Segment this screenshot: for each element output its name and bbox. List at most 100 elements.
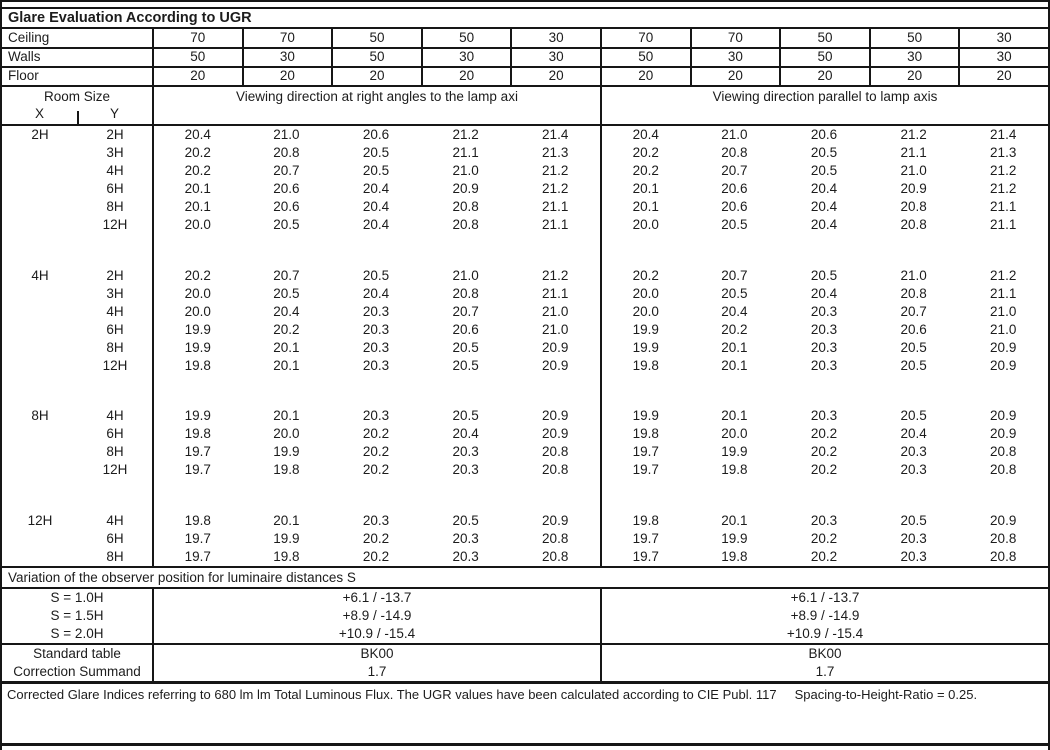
ugr-value-cell: 20.9 (990, 339, 1017, 355)
ugr-value-cell: 20.4 (810, 181, 838, 196)
ugr-value-cell: 20.2 (362, 444, 390, 460)
surface-row: Walls 50 30 50 30 30 50 30 50 30 30 (2, 49, 1048, 68)
ugr-data-row: 4H 2H 20.2 20.7 20.5 21.0 21.2 20.2 20.7 20.5 21.0… (2, 266, 1048, 285)
surface-value-cell: 20 (958, 68, 1048, 85)
ugr-value-cell: 20.8 (990, 549, 1017, 565)
ugr-value-cell: 20.3 (810, 303, 838, 319)
surface-value-cell: 30 (689, 49, 780, 66)
ugr-value-cell: 20.3 (900, 531, 927, 547)
ugr-value-cell: 20.6 (273, 199, 300, 214)
ugr-value-cell: 20.5 (900, 513, 927, 529)
room-y-cell: 6H (106, 531, 124, 547)
surface-value-cell: 70 (599, 29, 690, 47)
summary-row: Correction Summand 1.7 1.7 (2, 663, 1048, 681)
room-x-cell (2, 162, 78, 180)
observer-variation-row: S = 1.0H +6.1 / -13.7 +6.1 / -13.7 (2, 589, 1048, 607)
ugr-value-cell: 20.1 (599, 198, 690, 216)
s-variation-right-value: +10.9 / -15.4 (600, 625, 1048, 643)
surface-value-cell: 30 (958, 49, 1048, 66)
ugr-value-cell: 20.9 (542, 339, 569, 355)
ugr-data-row: 8H 19.9 20.1 20.3 20.5 20.9 19.9 20.1 20.3 20.5 20… (2, 338, 1048, 357)
ugr-value-cell: 21.2 (542, 163, 569, 178)
ugr-value-cell: 19.8 (152, 425, 242, 444)
ugr-value-cell: 20.5 (900, 408, 927, 424)
ugr-value-cell: 20.4 (362, 285, 390, 301)
ugr-data-row: 12H 19.7 19.8 20.2 20.3 20.8 19.7 19.8 20.2 20.3 2… (2, 461, 1048, 480)
ugr-value-cell: 20.3 (362, 303, 390, 319)
ugr-value-cell: 19.7 (152, 548, 242, 567)
ugr-value-cell: 20.9 (990, 426, 1017, 442)
observer-variation-row: S = 2.0H +10.9 / -15.4 +10.9 / -15.4 (2, 625, 1048, 643)
s-variation-left-value: +8.9 / -14.9 (152, 607, 600, 625)
ugr-value-cell: 20.0 (721, 426, 748, 442)
right-group-header: Viewing direction parallel to lamp axis (600, 87, 1048, 124)
surface-value-cell: 30 (420, 49, 511, 66)
summary-right-value: BK00 (600, 645, 1048, 663)
ugr-value-cell: 20.0 (273, 426, 300, 442)
room-size-xy-labels: X Y (2, 106, 152, 124)
gap-cell (2, 479, 152, 512)
ugr-value-cell: 20.8 (990, 531, 1017, 547)
ugr-value-cell: 19.8 (152, 512, 242, 531)
ugr-value-cell: 21.2 (990, 267, 1017, 283)
ugr-data-row: 8H 20.1 20.6 20.4 20.8 21.1 20.1 20.6 20.4 20.8 21… (2, 198, 1048, 216)
ugr-value-cell: 20.2 (152, 266, 242, 285)
ugr-value-cell: 20.6 (452, 321, 479, 337)
room-y-cell: 12H (102, 357, 128, 373)
room-x-cell: 12H (27, 513, 53, 529)
ugr-value-cell: 20.0 (599, 302, 690, 321)
ugr-value-cell: 20.4 (362, 217, 390, 232)
ugr-data-row: 8H 19.7 19.8 20.2 20.3 20.8 19.7 19.8 20.2 20.3 20… (2, 548, 1048, 567)
xy-divider (77, 111, 79, 124)
ugr-value-cell: 20.5 (273, 285, 300, 301)
gap-cell (2, 375, 152, 408)
gap-cell (152, 374, 600, 408)
ugr-value-cell: 21.2 (990, 163, 1017, 178)
summary-section: Standard table BK00 BK00 Correction Summand… (2, 645, 1048, 681)
ugr-value-cell: 21.1 (990, 285, 1017, 301)
surface-value-cell: 50 (420, 29, 511, 47)
room-x-cell (2, 425, 78, 443)
room-x-cell (2, 321, 78, 339)
ugr-value-cell: 21.1 (452, 145, 479, 160)
ugr-value-cell: 20.3 (900, 549, 927, 565)
ugr-value-cell: 20.4 (721, 303, 748, 319)
room-x-cell: 8H (31, 408, 49, 424)
ugr-value-cell: 21.1 (542, 199, 569, 214)
ugr-value-cell: 20.4 (810, 199, 838, 214)
ugr-value-cell: 19.8 (721, 549, 748, 565)
ugr-value-cell: 20.0 (152, 216, 242, 234)
room-x-cell (2, 461, 78, 479)
room-y-cell: 8H (106, 199, 124, 214)
ugr-value-cell: 20.0 (599, 216, 690, 234)
ugr-value-cell: 20.5 (362, 145, 390, 160)
ugr-data-row: 6H 19.8 20.0 20.2 20.4 20.9 19.8 20.0 20.2 20.4 20… (2, 425, 1048, 444)
ugr-value-cell: 20.7 (721, 163, 748, 178)
ugr-value-cell: 21.0 (452, 267, 479, 283)
ugr-value-cell: 20.2 (810, 444, 838, 460)
ugr-value-cell: 20.1 (599, 180, 690, 198)
ugr-value-cell: 19.7 (152, 530, 242, 549)
surface-label: Ceiling (8, 30, 50, 45)
column-header-row: Room Size X Y Viewing direction at right… (2, 87, 1048, 126)
ugr-value-cell: 20.8 (452, 285, 479, 301)
ugr-value-cell: 20.5 (452, 513, 479, 529)
ugr-value-cell: 20.0 (152, 302, 242, 321)
ugr-value-cell: 20.8 (452, 199, 479, 214)
ugr-data-row: 3H 20.2 20.8 20.5 21.1 21.3 20.2 20.8 20.5 21.1 21… (2, 144, 1048, 162)
room-y-cell: 12H (102, 462, 128, 478)
room-y-cell: 4H (106, 513, 124, 529)
footer-note: Corrected Glare Indices referring to 680… (2, 681, 1048, 746)
ugr-value-cell: 20.4 (152, 126, 242, 144)
ugr-value-cell: 21.2 (542, 267, 569, 283)
left-group-header: Viewing direction at right angles to the… (152, 87, 600, 124)
room-size-header: Room Size X Y (2, 87, 152, 124)
observer-variation-row: S = 1.5H +8.9 / -14.9 +8.9 / -14.9 (2, 607, 1048, 625)
gap-cell (152, 234, 600, 267)
ugr-data-row: 12H 20.0 20.5 20.4 20.8 21.1 20.0 20.5 20.4 20.8 2… (2, 216, 1048, 234)
ugr-value-cell: 20.2 (273, 321, 300, 337)
ugr-value-cell: 19.9 (273, 444, 300, 460)
ugr-value-cell: 20.3 (810, 408, 838, 424)
ugr-value-cell: 21.1 (990, 199, 1017, 214)
ugr-value-cell: 21.1 (900, 145, 927, 160)
